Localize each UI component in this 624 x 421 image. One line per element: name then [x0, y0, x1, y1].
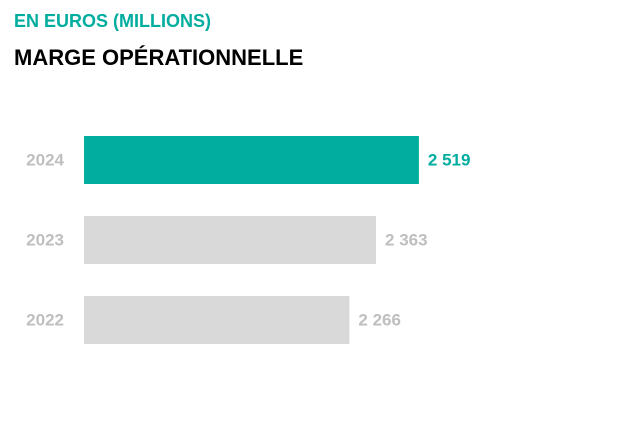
chart-title: MARGE OPÉRATIONNELLE: [14, 45, 303, 70]
y-tick-label: 2024: [26, 150, 64, 169]
bar: [84, 296, 350, 344]
y-tick-label: 2022: [26, 310, 64, 329]
value-label: 2 363: [385, 230, 428, 249]
value-label: 2 266: [358, 310, 401, 329]
chart-subtitle: EN EUROS (MILLIONS): [14, 11, 211, 31]
y-tick-label: 2023: [26, 230, 64, 249]
bar: [84, 136, 419, 184]
bar: [84, 216, 377, 264]
value-label: 2 519: [428, 150, 471, 169]
